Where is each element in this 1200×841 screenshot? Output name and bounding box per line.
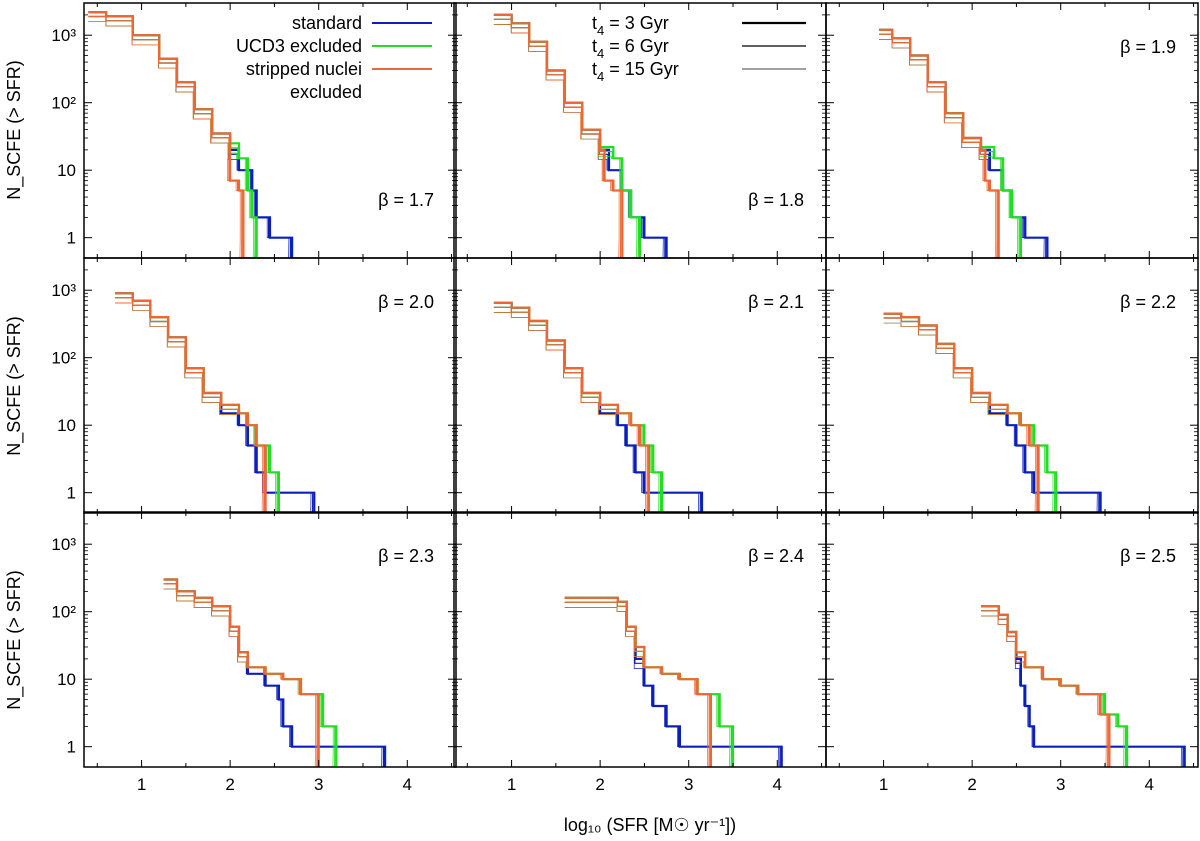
series-line-stripped-nuclei-excluded-t2	[883, 312, 1040, 513]
series-group	[493, 13, 668, 258]
series-group	[564, 596, 783, 767]
series-group	[163, 578, 387, 767]
beta-label: β = 1.9	[1120, 37, 1176, 57]
series-line-stripped-nuclei-excluded-t1	[163, 583, 318, 767]
series-line-stripped-nuclei-excluded-t2	[493, 301, 650, 513]
legend-time-label: t4 = 6 Gyr	[592, 36, 669, 61]
x-tick-label: 2	[225, 775, 234, 794]
y-tick-label: 10	[57, 670, 76, 689]
x-tick-label: 3	[684, 775, 693, 794]
x-tick-label: 4	[773, 775, 782, 794]
beta-label: β = 2.2	[1120, 292, 1176, 312]
legend-time-label: t4 = 3 Gyr	[592, 13, 669, 38]
series-line-stripped-nuclei-excluded-t2	[163, 578, 320, 767]
panel-6: β = 2.2	[825, 257, 1199, 514]
series-line-stripped-nuclei-excluded-t0	[883, 322, 1036, 513]
y-tick-label: 10²	[51, 603, 76, 622]
y-tick-label: 10³	[51, 26, 76, 45]
panel-4: 1 10 10² 10³ β = 2.0	[51, 257, 457, 514]
beta-label: β = 1.8	[748, 190, 804, 210]
y-axis-label-row-2: N_SCFE (> SFR)	[4, 316, 25, 456]
y-tick-label: 10	[57, 161, 76, 180]
x-tick-label: 1	[879, 775, 888, 794]
legend-model-label: excluded	[290, 82, 362, 102]
series-group	[879, 28, 1049, 258]
beta-label: β = 1.7	[378, 190, 434, 210]
y-tick-label: 1	[67, 484, 76, 503]
beta-label: β = 2.1	[748, 292, 804, 312]
x-tick-label: 3	[314, 775, 323, 794]
x-tick-label: 1	[507, 775, 516, 794]
beta-label: β = 2.4	[748, 546, 804, 566]
beta-label: β = 2.5	[1120, 546, 1176, 566]
y-tick-label: 1	[67, 738, 76, 757]
panel-frame	[825, 511, 1199, 768]
beta-label: β = 2.0	[378, 292, 434, 312]
y-axis-label-row-3: N_SCFE (> SFR)	[4, 570, 25, 710]
beta-label: β = 2.3	[378, 546, 434, 566]
legend-model-label: UCD3 excluded	[236, 36, 362, 56]
y-tick-label: 1	[67, 229, 76, 248]
series-group	[981, 605, 1186, 767]
series-line-stripped-nuclei-excluded-t2	[88, 11, 245, 258]
panel-frame	[825, 257, 1199, 514]
x-tick-label: 4	[1145, 775, 1154, 794]
x-tick-label: 2	[967, 775, 976, 794]
legend-time-label: t4 = 15 Gyr	[592, 59, 679, 84]
y-tick-label: 10³	[51, 535, 76, 554]
x-tick-label: 2	[595, 775, 604, 794]
legend-model-label: standard	[292, 13, 362, 33]
series-group	[883, 312, 1102, 513]
x-axis-label: log₁₀ (SFR [M☉ yr⁻¹])	[564, 815, 736, 835]
panel-3: β = 1.9	[825, 2, 1199, 259]
y-tick-label: 10²	[51, 94, 76, 113]
panel-1: 1 10 10² 10³ β = 1.7	[51, 2, 457, 259]
series-line-stripped-nuclei-excluded-t2	[493, 13, 624, 258]
series-line-stripped-nuclei-excluded-t2	[115, 292, 267, 513]
x-tick-label: 4	[403, 775, 412, 794]
y-tick-label: 10	[57, 416, 76, 435]
x-tick-label: 1	[137, 775, 146, 794]
series-line-stripped-nuclei-excluded-t2	[564, 596, 712, 767]
panel-7: 1 2 3 4 1 10 10² 10³ β = 2.3	[51, 511, 457, 794]
legend-model-label: stripped nuclei	[246, 59, 362, 79]
series-line-stripped-nuclei-excluded-t0	[564, 607, 708, 767]
panel-grid: 1 10 10² 10³ β = 1.7 β = 1.8 β = 1.9 1 10 10² 10³ β…	[51, 2, 1199, 794]
series-line-stripped-nuclei-excluded-t0	[163, 588, 316, 767]
series-group	[493, 301, 704, 513]
axis-titles: log₁₀ (SFR [M☉ yr⁻¹]) N_SCFE (> SFR) N_S…	[4, 60, 736, 835]
series-group	[115, 292, 316, 513]
series-line-stripped-nuclei-excluded-t2	[879, 28, 1000, 258]
series-line-stripped-nuclei-excluded-t2	[981, 605, 1111, 767]
legends: standard UCD3 excluded stripped nuclei excl…	[236, 13, 806, 102]
x-tick-label: 3	[1056, 775, 1065, 794]
series-group	[88, 11, 294, 258]
panel-frame	[83, 511, 457, 768]
panel-frame	[83, 257, 457, 514]
panel-9: 1 2 3 4 β = 2.5	[825, 511, 1199, 794]
y-tick-label: 10³	[51, 281, 76, 300]
y-tick-label: 10²	[51, 349, 76, 368]
y-axis-label-row-1: N_SCFE (> SFR)	[4, 60, 25, 200]
